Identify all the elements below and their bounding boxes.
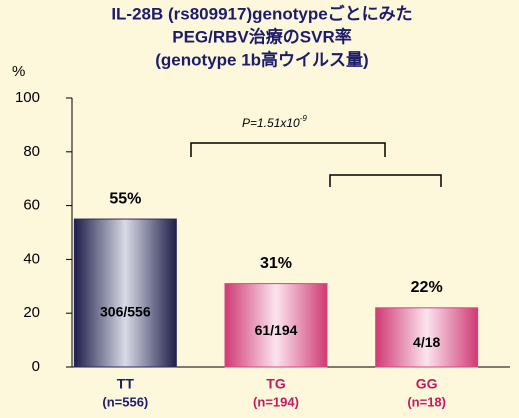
- bar: [73, 218, 177, 368]
- inner-label: 4/18: [413, 334, 440, 350]
- y-tick-label: 20: [23, 304, 40, 321]
- inner-label: 61/194: [255, 322, 298, 338]
- y-tick-label: 40: [23, 250, 40, 267]
- bar: [224, 283, 328, 368]
- bar: [375, 307, 479, 368]
- x-tick-label: TG: [266, 376, 286, 392]
- value-label: 31%: [260, 255, 292, 272]
- y-tick-label: 0: [32, 358, 40, 375]
- x-tick-sublabel: (n=18): [407, 394, 446, 409]
- chart-title: PEG/RBV治療のSVR率: [172, 26, 351, 46]
- chart-title: IL-28B (rs809917)genotypeごとにみた: [111, 3, 412, 23]
- y-unit: %: [12, 63, 25, 80]
- bracket: [329, 174, 442, 187]
- y-tick-label: 100: [15, 89, 40, 106]
- value-label: 55%: [109, 190, 141, 207]
- bracket: [190, 142, 386, 157]
- x-tick-label: GG: [416, 376, 438, 392]
- inner-label: 306/556: [100, 304, 151, 320]
- y-tick-label: 60: [23, 197, 40, 214]
- y-tick-label: 80: [23, 143, 40, 160]
- chart-title: (genotype 1b高ウイルス量): [155, 49, 368, 69]
- x-tick-label: TT: [117, 376, 135, 392]
- p-value: P=1.51x10-9: [242, 114, 307, 130]
- value-label: 22%: [411, 279, 443, 296]
- x-tick-sublabel: (n=194): [253, 394, 299, 409]
- x-tick-sublabel: (n=556): [102, 394, 148, 409]
